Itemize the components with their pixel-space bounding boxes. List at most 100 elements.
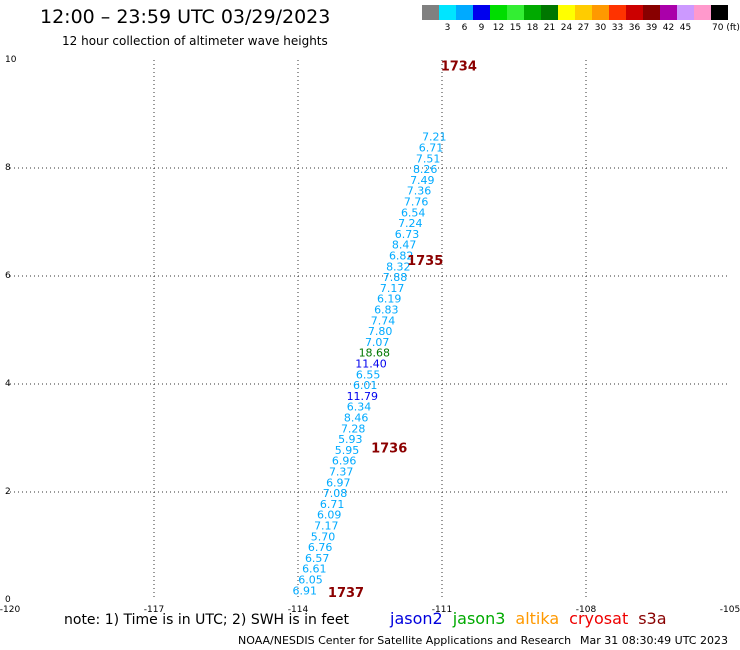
legend-swatch [626,5,643,20]
legend-swatch [711,5,728,20]
axis-ticks: -120 -117 -114 -111 -108 -105 0 2 4 6 8 10 [0,55,740,615]
wave-height-label: 7.51 [416,152,441,165]
timestamp-text: Mar 31 08:30:49 UTC 2023 [580,634,728,647]
wave-height-label: 11.40 [355,357,387,370]
wave-height-label: 7.74 [371,314,396,327]
legend-swatch [609,5,626,20]
wave-height-label: 6.91 [292,584,317,597]
wave-height-label: 7.17 [314,519,339,532]
legend-label: 24 [560,23,573,33]
wave-height-label: 7.17 [380,282,405,295]
y-tick-label: 4 [5,379,11,389]
satellite-name: s3a [638,609,667,628]
legend-label: 3 [444,23,451,33]
footer-note: note: 1) Time is in UTC; 2) SWH is in fe… [64,612,350,628]
page-title: 12:00 – 23:59 UTC 03/29/2023 [40,6,331,28]
wave-height-label: 6.34 [347,401,372,414]
wave-height-label: 6.71 [419,141,444,154]
wave-height-label: 6.76 [308,541,333,554]
y-tick-label: 8 [5,163,11,173]
satellite-name: jason3 [452,609,506,628]
y-tick-label: 2 [5,487,11,497]
time-label: 1736 [371,442,407,457]
legend-label: 45 [679,23,692,33]
wave-height-label: 6.82 [389,249,414,262]
legend-swatch [524,5,541,20]
legend-swatch [507,5,524,20]
wave-height-label: 5.70 [311,530,336,543]
wave-height-label: 6.05 [298,573,323,586]
legend-swatch [439,5,456,20]
x-tick-label: -120 [0,605,20,615]
wave-height-label: 6.01 [353,379,378,392]
satellite-name: cryosat [569,609,629,628]
wave-height-label: 8.26 [413,163,438,176]
wave-height-label: 7.24 [398,217,423,230]
satellite-legend: jason2 jason3 altika cryosat s3a [390,609,677,628]
legend-label: 9 [478,23,485,33]
wave-height-label: 7.07 [365,336,390,349]
legend-label: 21 [543,23,556,33]
wave-height-label: 6.09 [317,509,342,522]
legend-swatch [575,5,592,20]
satellite-name: altika [515,609,560,628]
legend-label: 30 [594,23,607,33]
y-tick-label: 6 [5,271,11,281]
wave-height-label: 7.21 [422,131,447,144]
wave-height-label: 6.83 [374,303,399,316]
wave-height-label: 6.61 [302,563,327,576]
wave-height-label: 6.71 [320,498,345,511]
wave-height-label: 7.37 [329,465,354,478]
legend-swatch [473,5,490,20]
x-tick-label: -105 [720,605,740,615]
wave-height-label: 5.95 [335,444,360,457]
time-label: 1735 [407,254,443,269]
wave-height-label: 8.47 [392,239,417,252]
wave-height-label: 11.79 [347,390,379,403]
legend-swatch [490,5,507,20]
legend-swatch [660,5,677,20]
wave-height-label: 6.97 [326,476,351,489]
grid-lines [10,60,730,600]
wave-height-label: 7.80 [368,325,393,338]
wave-height-label: 7.49 [410,174,435,187]
wave-height-label: 6.73 [395,228,420,241]
legend-unit: 70 (ft) [712,23,740,33]
wave-height-label: 18.68 [359,347,391,360]
x-tick-label: -117 [144,605,164,615]
wave-height-label: 6.54 [401,206,426,219]
x-tick-label: -108 [576,605,597,615]
y-tick-label: 10 [5,55,17,65]
wave-height-label: 7.88 [383,271,408,284]
y-tick-label: 0 [5,595,11,605]
page-subtitle: 12 hour collection of altimeter wave hei… [62,34,328,48]
legend-swatch [694,5,711,20]
time-label: 1734 [441,59,477,74]
legend-label: 39 [645,23,658,33]
legend-label: 36 [628,23,641,33]
legend-swatch [456,5,473,20]
legend-label: 15 [509,23,522,33]
credit-text: NOAA/NESDIS Center for Satellite Applica… [238,634,572,647]
time-labels: 1737 1736 1735 1734 [328,59,477,601]
wave-height-label: 6.19 [377,293,402,306]
legend-swatch [643,5,660,20]
legend-label: 27 [577,23,590,33]
wave-height-label: 5.93 [338,433,363,446]
wave-height-label: 7.76 [404,195,429,208]
legend-swatch [558,5,575,20]
wave-height-points: 6.916.056.616.576.765.707.176.096.717.08… [292,131,446,598]
wave-height-label: 6.55 [356,368,381,381]
wave-height-label: 7.36 [407,185,432,198]
time-label: 1737 [328,586,364,601]
wave-height-label: 6.96 [332,455,357,468]
legend-label: 12 [492,23,505,33]
wave-height-label: 8.46 [344,411,369,424]
legend-label: 33 [611,23,624,33]
legend-swatch [592,5,609,20]
legend-swatch [422,5,439,20]
legend-label: 6 [461,23,468,33]
legend-label: 18 [526,23,539,33]
wave-height-label: 8.32 [386,260,411,273]
